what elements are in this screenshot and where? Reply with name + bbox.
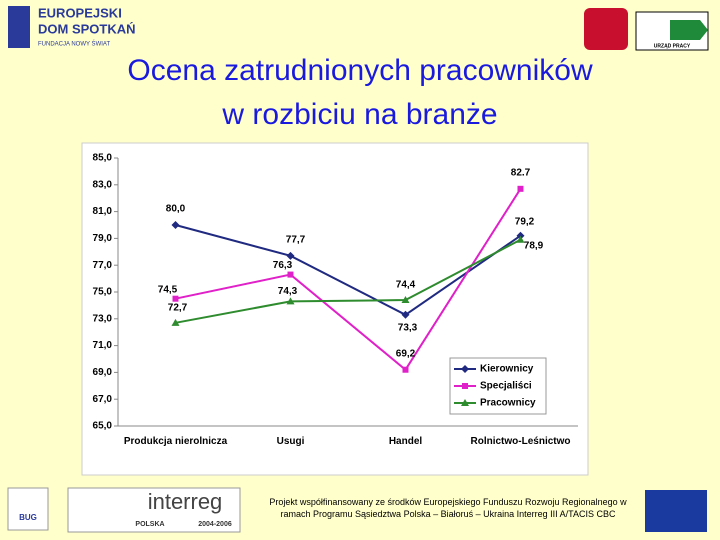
marker <box>171 318 180 326</box>
data-label: 77,7 <box>286 234 306 245</box>
title: Ocena zatrudnionych pracowników <box>127 54 593 87</box>
y-tick-label: 79,0 <box>93 233 113 244</box>
logo-text: POLSKA <box>135 521 164 528</box>
data-label: 79,2 <box>515 216 535 227</box>
marker <box>401 296 410 304</box>
y-tick-label: 75,0 <box>93 287 113 298</box>
data-label: 80,0 <box>166 204 186 215</box>
marker <box>286 297 295 305</box>
data-label: 76,3 <box>273 260 293 271</box>
marker <box>461 365 469 373</box>
legend-label: Pracownicy <box>480 398 536 409</box>
x-tick-label: Handel <box>388 436 423 447</box>
logo-arrow <box>670 20 708 40</box>
marker <box>516 235 525 243</box>
data-label: 73,3 <box>398 322 418 333</box>
marker <box>287 271 294 278</box>
marker <box>516 231 525 240</box>
marker <box>402 366 409 373</box>
y-tick-label: 71,0 <box>93 340 113 351</box>
logo-text: BUG <box>19 513 37 522</box>
chart-area <box>81 142 589 476</box>
x-tick-label: Usugi <box>276 436 305 447</box>
logo-text: 2004-2006 <box>198 521 232 528</box>
data-label: 74,4 <box>396 280 416 291</box>
x-tick-label: Produkcja nierolnicza <box>123 436 228 447</box>
y-tick-label: 83,0 <box>93 179 113 190</box>
footer: Projekt współfinansowany ze środków Euro… <box>269 497 627 519</box>
logo-text: interreg <box>148 489 223 514</box>
coat-of-arms <box>584 8 628 50</box>
marker <box>461 399 469 406</box>
marker <box>171 221 180 229</box>
series-line <box>175 238 521 324</box>
x-tick-label: Rolnictwo-Leśnictwo <box>470 436 571 447</box>
y-tick-label: 85,0 <box>93 153 113 164</box>
y-tick-label: 67,0 <box>93 394 113 405</box>
marker <box>172 295 179 302</box>
data-label: 78,9 <box>524 240 544 251</box>
y-tick-label: 69,0 <box>93 367 113 378</box>
y-tick-label: 81,0 <box>93 206 113 217</box>
data-label: 74,5 <box>158 284 178 295</box>
data-label: 72,7 <box>168 302 188 313</box>
series-line <box>175 188 522 372</box>
data-label: 82.7 <box>511 167 531 178</box>
logo-text: DOM SPOTKAŃ <box>38 21 136 36</box>
legend-label: Kierownicy <box>480 364 534 375</box>
marker <box>286 251 295 260</box>
y-tick-label: 73,0 <box>93 313 113 324</box>
logo-text: EUROPEJSKI <box>38 5 122 20</box>
interreg-logo <box>67 487 241 533</box>
y-tick-label: 65,0 <box>93 421 113 432</box>
marker <box>462 383 468 389</box>
marker <box>517 185 524 192</box>
data-label: 74,3 <box>278 286 298 297</box>
logo-text: FUNDACJA NOWY ŚWIAT <box>38 40 110 48</box>
data-label: 69,2 <box>396 348 416 359</box>
logo-text: URZĄD PRACY <box>654 43 691 49</box>
logo-left-icon <box>8 6 30 48</box>
series-line <box>175 224 522 316</box>
y-tick-label: 77,0 <box>93 260 113 271</box>
title: w rozbiciu na branże <box>221 98 497 131</box>
euroregion-logo <box>7 487 49 531</box>
eu-flag <box>645 490 707 532</box>
legend-label: Specjaliści <box>480 381 532 392</box>
marker <box>401 310 410 319</box>
